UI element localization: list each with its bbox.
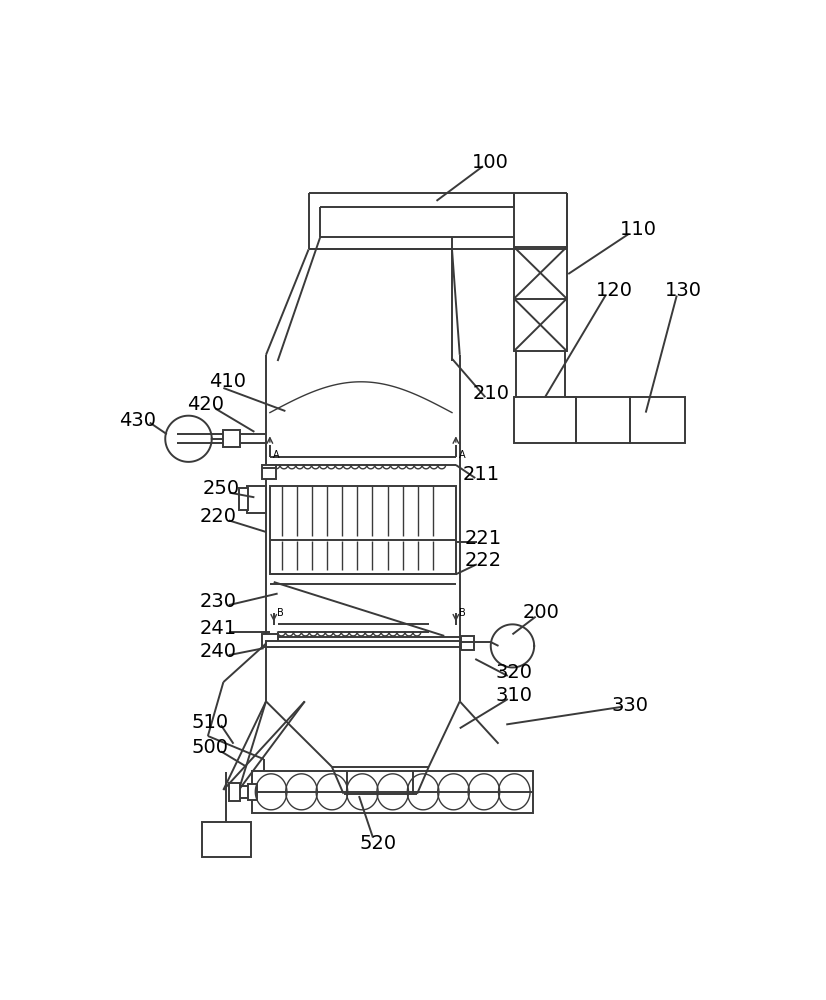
Bar xyxy=(270,486,456,574)
Bar xyxy=(262,465,276,479)
Text: A: A xyxy=(459,450,466,460)
Text: 220: 220 xyxy=(199,507,236,526)
Bar xyxy=(239,488,248,510)
Text: 420: 420 xyxy=(187,395,224,414)
Text: 110: 110 xyxy=(620,220,657,239)
Text: A: A xyxy=(273,450,279,460)
Text: 520: 520 xyxy=(360,834,397,853)
Bar xyxy=(630,397,685,443)
Text: 230: 230 xyxy=(199,592,236,611)
Text: 410: 410 xyxy=(209,372,246,391)
Text: 130: 130 xyxy=(664,281,701,300)
Text: 330: 330 xyxy=(612,696,648,715)
Bar xyxy=(223,430,240,447)
Text: 210: 210 xyxy=(472,384,510,403)
Text: 320: 320 xyxy=(496,663,533,682)
Text: 200: 200 xyxy=(523,603,559,622)
Bar xyxy=(514,397,576,443)
Bar xyxy=(514,247,567,351)
Bar xyxy=(247,486,266,513)
Text: 241: 241 xyxy=(199,619,236,638)
Bar xyxy=(262,634,278,647)
Bar xyxy=(461,636,474,650)
Bar xyxy=(252,771,534,813)
Text: 120: 120 xyxy=(596,281,634,300)
Text: 221: 221 xyxy=(464,529,501,548)
Text: 500: 500 xyxy=(192,738,229,757)
Text: B: B xyxy=(459,608,466,618)
Bar xyxy=(266,641,460,647)
Text: 430: 430 xyxy=(119,411,156,430)
Text: 222: 222 xyxy=(464,551,501,570)
Text: 211: 211 xyxy=(463,465,500,484)
Bar xyxy=(202,822,250,857)
Text: 510: 510 xyxy=(192,713,229,732)
Bar xyxy=(248,784,258,800)
Bar xyxy=(229,783,240,801)
Text: B: B xyxy=(277,608,283,618)
Bar xyxy=(576,397,630,443)
Text: 100: 100 xyxy=(472,153,509,172)
Text: 310: 310 xyxy=(496,686,533,705)
Text: 240: 240 xyxy=(199,642,236,661)
Text: 250: 250 xyxy=(202,479,240,498)
